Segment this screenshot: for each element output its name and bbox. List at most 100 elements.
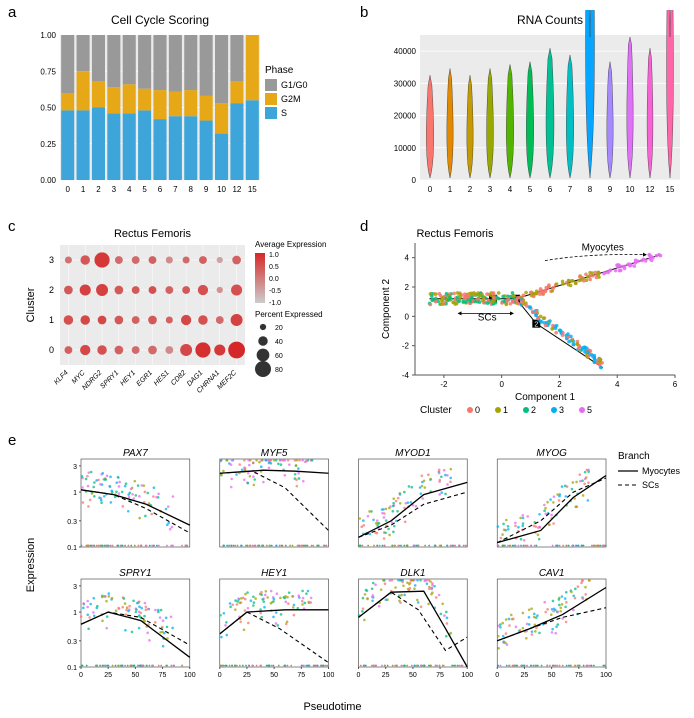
svg-text:3: 3 <box>73 464 77 471</box>
svg-text:15: 15 <box>248 185 257 194</box>
svg-text:3: 3 <box>73 584 77 591</box>
svg-text:25: 25 <box>521 672 529 679</box>
svg-text:HES1: HES1 <box>153 369 171 387</box>
svg-text:80: 80 <box>275 367 283 374</box>
svg-text:50: 50 <box>131 672 139 679</box>
rna-counts-chart: RNA Counts010000200003000040000012345678… <box>375 10 685 205</box>
svg-text:SPRY1: SPRY1 <box>99 369 120 390</box>
svg-text:100: 100 <box>184 672 196 679</box>
svg-text:-1.0: -1.0 <box>269 300 281 307</box>
svg-text:Component 1: Component 1 <box>515 392 575 403</box>
legend-phase: Phase G1/G0G2MS <box>265 65 308 121</box>
svg-text:1: 1 <box>73 490 77 497</box>
svg-text:Component 2: Component 2 <box>381 279 392 339</box>
svg-text:0: 0 <box>49 345 54 355</box>
svg-text:0: 0 <box>218 672 222 679</box>
svg-text:5: 5 <box>587 405 592 415</box>
svg-text:75: 75 <box>297 672 305 679</box>
svg-text:Cluster: Cluster <box>420 405 452 416</box>
svg-text:30000: 30000 <box>394 79 417 88</box>
svg-text:5: 5 <box>142 185 147 194</box>
svg-text:2: 2 <box>405 283 410 292</box>
svg-text:0.1: 0.1 <box>67 545 77 552</box>
svg-text:0: 0 <box>495 672 499 679</box>
svg-text:0.25: 0.25 <box>40 140 56 149</box>
svg-text:0: 0 <box>412 176 417 185</box>
svg-text:HEY1: HEY1 <box>119 369 137 387</box>
svg-text:6: 6 <box>548 185 553 194</box>
svg-text:4: 4 <box>405 254 410 263</box>
svg-text:4: 4 <box>127 185 132 194</box>
svg-text:Rectus Femoris: Rectus Femoris <box>114 228 192 240</box>
svg-text:100: 100 <box>323 672 335 679</box>
svg-text:1: 1 <box>503 405 508 415</box>
svg-text:0.1: 0.1 <box>67 665 77 672</box>
svg-text:Myocytes: Myocytes <box>582 242 624 253</box>
svg-text:7: 7 <box>568 185 573 194</box>
svg-text:8: 8 <box>189 185 194 194</box>
svg-text:0.5: 0.5 <box>269 264 279 271</box>
dotplot-chart: Rectus Femoris0123ClusterKLF4MYCNDRG2SPR… <box>20 225 350 420</box>
svg-text:CD82: CD82 <box>170 369 188 387</box>
svg-text:DLK1: DLK1 <box>400 568 425 579</box>
svg-text:Percent Expressed: Percent Expressed <box>255 310 323 319</box>
svg-text:6: 6 <box>158 185 163 194</box>
svg-text:60: 60 <box>275 353 283 360</box>
svg-text:40000: 40000 <box>394 47 417 56</box>
svg-text:50: 50 <box>409 672 417 679</box>
svg-text:25: 25 <box>382 672 390 679</box>
svg-text:3: 3 <box>112 185 117 194</box>
svg-text:SCs: SCs <box>642 480 660 490</box>
legend-item: G2M <box>265 93 308 105</box>
svg-text:2: 2 <box>468 185 473 194</box>
svg-text:Myocytes: Myocytes <box>642 466 681 476</box>
svg-text:KLF4: KLF4 <box>53 369 70 386</box>
svg-text:RNA Counts: RNA Counts <box>517 13 583 27</box>
svg-text:3: 3 <box>488 185 493 194</box>
svg-text:0.75: 0.75 <box>40 67 56 76</box>
svg-text:Average Expression: Average Expression <box>255 240 326 249</box>
panel-label-d: d <box>360 218 368 235</box>
panel-label-e: e <box>8 432 16 449</box>
svg-text:MYOD1: MYOD1 <box>395 448 431 459</box>
legend-item: S <box>265 107 308 119</box>
svg-text:Cell Cycle Scoring: Cell Cycle Scoring <box>111 13 209 27</box>
svg-text:SPRY1: SPRY1 <box>119 568 151 579</box>
svg-text:75: 75 <box>575 672 583 679</box>
svg-text:Branch: Branch <box>618 451 650 462</box>
svg-text:0: 0 <box>65 185 70 194</box>
svg-text:25: 25 <box>243 672 251 679</box>
svg-text:0: 0 <box>428 185 433 194</box>
svg-text:0: 0 <box>79 672 83 679</box>
svg-text:MYOG: MYOG <box>536 448 567 459</box>
svg-text:CAV1: CAV1 <box>539 568 565 579</box>
svg-text:2: 2 <box>557 380 562 389</box>
svg-text:10: 10 <box>626 185 635 194</box>
svg-text:1: 1 <box>73 610 77 617</box>
legend-phase-title: Phase <box>265 65 308 76</box>
svg-text:2: 2 <box>534 322 538 329</box>
svg-text:2: 2 <box>96 185 101 194</box>
svg-text:9: 9 <box>608 185 613 194</box>
panel-label-c: c <box>8 218 16 235</box>
svg-text:12: 12 <box>646 185 655 194</box>
svg-text:-2: -2 <box>402 342 410 351</box>
svg-text:0: 0 <box>405 312 410 321</box>
svg-text:10: 10 <box>217 185 226 194</box>
svg-text:3: 3 <box>559 405 564 415</box>
svg-text:EGR1: EGR1 <box>135 369 154 388</box>
pseudotime-grid: PAX70.10.313MYF5MYOD1MYOGSPRY10.10.31302… <box>20 440 685 715</box>
svg-text:1: 1 <box>448 185 453 194</box>
svg-text:0: 0 <box>499 380 504 389</box>
svg-text:15: 15 <box>666 185 675 194</box>
svg-text:Cluster: Cluster <box>25 287 37 322</box>
svg-text:12: 12 <box>232 185 241 194</box>
svg-text:5: 5 <box>528 185 533 194</box>
svg-text:8: 8 <box>588 185 593 194</box>
svg-text:1.0: 1.0 <box>269 252 279 259</box>
svg-text:50: 50 <box>548 672 556 679</box>
svg-text:10000: 10000 <box>394 144 417 153</box>
svg-text:1: 1 <box>81 185 86 194</box>
svg-text:HEY1: HEY1 <box>261 568 287 579</box>
svg-text:20: 20 <box>275 325 283 332</box>
